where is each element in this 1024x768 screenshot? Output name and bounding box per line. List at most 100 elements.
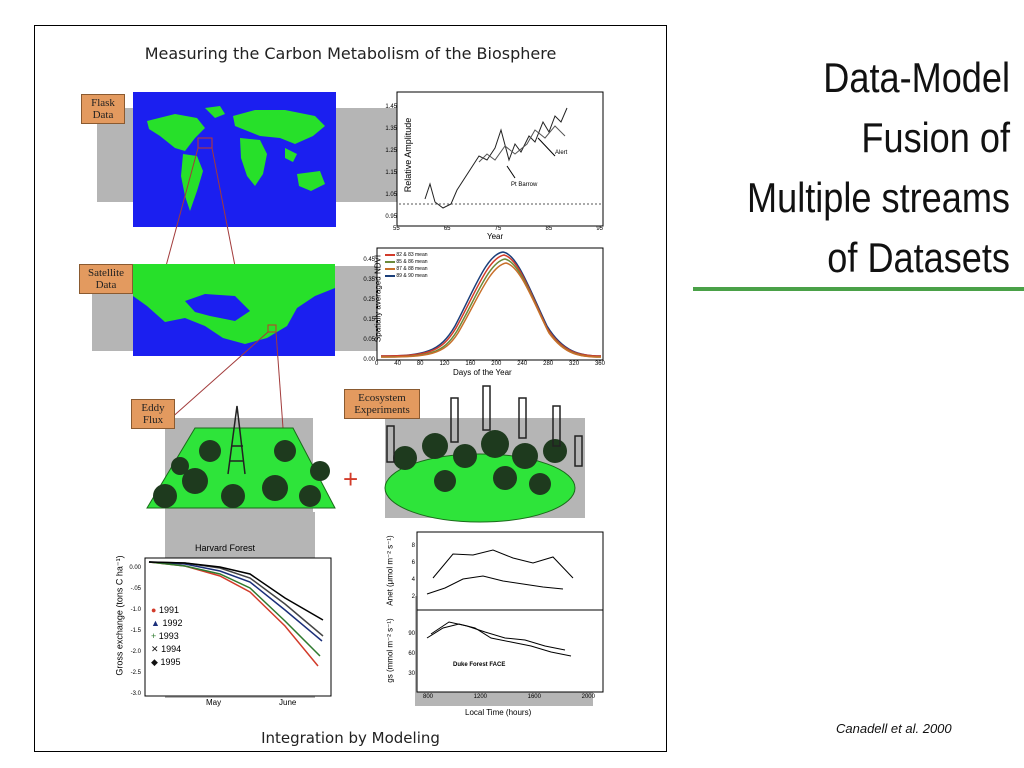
- x-tick: 800: [423, 694, 434, 700]
- tag-line: Data: [95, 279, 117, 291]
- gs-yticks: 90 60 30: [401, 624, 415, 684]
- y-tick: -3.0: [130, 691, 141, 697]
- x-tick: 80: [416, 361, 424, 367]
- amplitude-series: [478, 125, 566, 163]
- y-tick: 30: [408, 671, 415, 677]
- tag-line: Eddy: [141, 402, 165, 414]
- y-tick: 1.45: [385, 104, 397, 110]
- y-tick: 2: [411, 594, 415, 600]
- y-tick: 8: [411, 543, 415, 549]
- x-tick: 85: [545, 226, 553, 232]
- ndvi-xticks: 0 40 80 120 160 200 240 280 320 360: [375, 361, 605, 367]
- anet-yticks: 8 6 4 2: [403, 538, 415, 606]
- legend-item: ✕ 1994: [151, 643, 182, 656]
- y-tick: 0.45: [363, 257, 375, 263]
- legend-label: 1993: [158, 631, 179, 641]
- heading-line: Fusion of: [861, 114, 1010, 161]
- duke-xlabel: Local Time (hours): [465, 708, 532, 717]
- ecosystem-rings: [386, 385, 583, 467]
- x-tick: 280: [543, 361, 554, 367]
- ndvi-xlabel: Days of the Year: [453, 368, 512, 377]
- figure-panel: Measuring the Carbon Metabolism of the B…: [34, 25, 667, 752]
- x-tick: 40: [394, 361, 401, 367]
- y-tick: -1.0: [130, 607, 141, 613]
- legend-label: 87 & 88 mean: [396, 266, 428, 272]
- ecosystem-experiments-tag: Ecosystem Experiments: [344, 389, 420, 419]
- legend-marker: ✕: [151, 644, 159, 654]
- heading-line: Multiple streams: [747, 174, 1010, 221]
- connector-line: [275, 331, 284, 429]
- ndvi-series: [380, 251, 602, 357]
- legend-swatch: [385, 253, 395, 256]
- heading-line: of Datasets: [827, 234, 1010, 281]
- x-tick: 2000: [581, 694, 595, 700]
- x-tick: 75: [494, 226, 502, 232]
- citation: Canadell et al. 2000: [836, 721, 952, 736]
- x-tick: 55: [393, 226, 400, 232]
- x-tick: 360: [594, 361, 605, 367]
- y-tick: -2.5: [130, 670, 141, 676]
- y-tick: 0.35: [363, 277, 375, 283]
- legend-marker: ●: [151, 605, 157, 615]
- tag-line: Ecosystem: [358, 392, 406, 404]
- gs-series-elevated: [430, 621, 566, 651]
- tag-line: Flux: [142, 414, 164, 426]
- amplitude-xlabel: Year: [487, 232, 504, 241]
- anet-series-elevated: [432, 549, 574, 579]
- x-tick: 0: [375, 361, 379, 367]
- ecosystem-ground: [384, 453, 576, 523]
- heading-line: Data-Model: [823, 54, 1010, 101]
- legend-label: 82 & 83 mean: [396, 252, 428, 258]
- y-tick: 0.05: [363, 337, 375, 343]
- figure-title: Measuring the Carbon Metabolism of the B…: [144, 44, 557, 63]
- legend-marker: ▲: [151, 618, 160, 628]
- legend-label: 1994: [161, 644, 182, 654]
- gs-series-ambient: [426, 623, 572, 657]
- connector-line: [165, 147, 199, 267]
- x-tick: 120: [439, 361, 450, 367]
- amplitude-xticks: 55 65 75 85 95: [393, 226, 603, 232]
- harvard-series-1993: [148, 561, 321, 657]
- amplitude-ylabel: Relative Amplitude: [403, 117, 413, 193]
- tag-line: Flask: [91, 97, 115, 109]
- pointer-line: [537, 137, 556, 157]
- flask-data-tag: Flask Data: [81, 94, 125, 124]
- duke-inset-label: Duke Forest FACE: [453, 662, 506, 668]
- satellite-map-bay: [185, 294, 250, 321]
- legend-label: 89 & 90 mean: [396, 273, 428, 279]
- x-tick: 1200: [473, 694, 487, 700]
- pt-barrow-label: Pt Barrow: [511, 182, 538, 188]
- anet-series-ambient: [426, 575, 564, 595]
- ndvi-series: [380, 262, 602, 358]
- map-zoom-box: [197, 137, 213, 149]
- world-map: [133, 92, 336, 227]
- harvard-series-1995: [148, 561, 324, 621]
- harvard-xtick-may: May: [206, 698, 222, 707]
- x-tick: 65: [443, 226, 451, 232]
- harvard-series-1992: [148, 561, 323, 642]
- legend-label: 1992: [162, 618, 183, 628]
- y-tick: 1.15: [385, 170, 397, 176]
- x-tick: 160: [465, 361, 476, 367]
- tag-line: Data: [92, 109, 114, 121]
- harvard-legend: ● 1991 ▲ 1992 + 1993 ✕ 1994 ◆ 1995: [151, 604, 182, 669]
- eddy-tower: [227, 405, 246, 475]
- y-tick: 90: [408, 631, 415, 637]
- connector-line: [159, 331, 269, 429]
- x-tick: 240: [517, 361, 528, 367]
- y-tick: 1.35: [385, 126, 397, 132]
- eddy-trees: [153, 440, 330, 508]
- legend-swatch: [385, 260, 395, 263]
- legend-marker: ◆: [151, 657, 158, 667]
- legend-item: 82 & 83 mean: [385, 252, 428, 259]
- figure-footer: Integration by Modeling: [261, 729, 440, 747]
- legend-label: 85 & 86 mean: [396, 259, 428, 265]
- connector-line: [211, 147, 236, 267]
- x-tick: 320: [569, 361, 580, 367]
- x-tick: 200: [491, 361, 502, 367]
- alert-label: Alert: [555, 150, 568, 156]
- figure-graphics: [133, 91, 604, 697]
- y-tick: 0.00: [363, 357, 375, 363]
- gs-ylabel: gs (mmol m⁻² s⁻¹): [385, 618, 395, 683]
- x-tick: 1600: [527, 694, 541, 700]
